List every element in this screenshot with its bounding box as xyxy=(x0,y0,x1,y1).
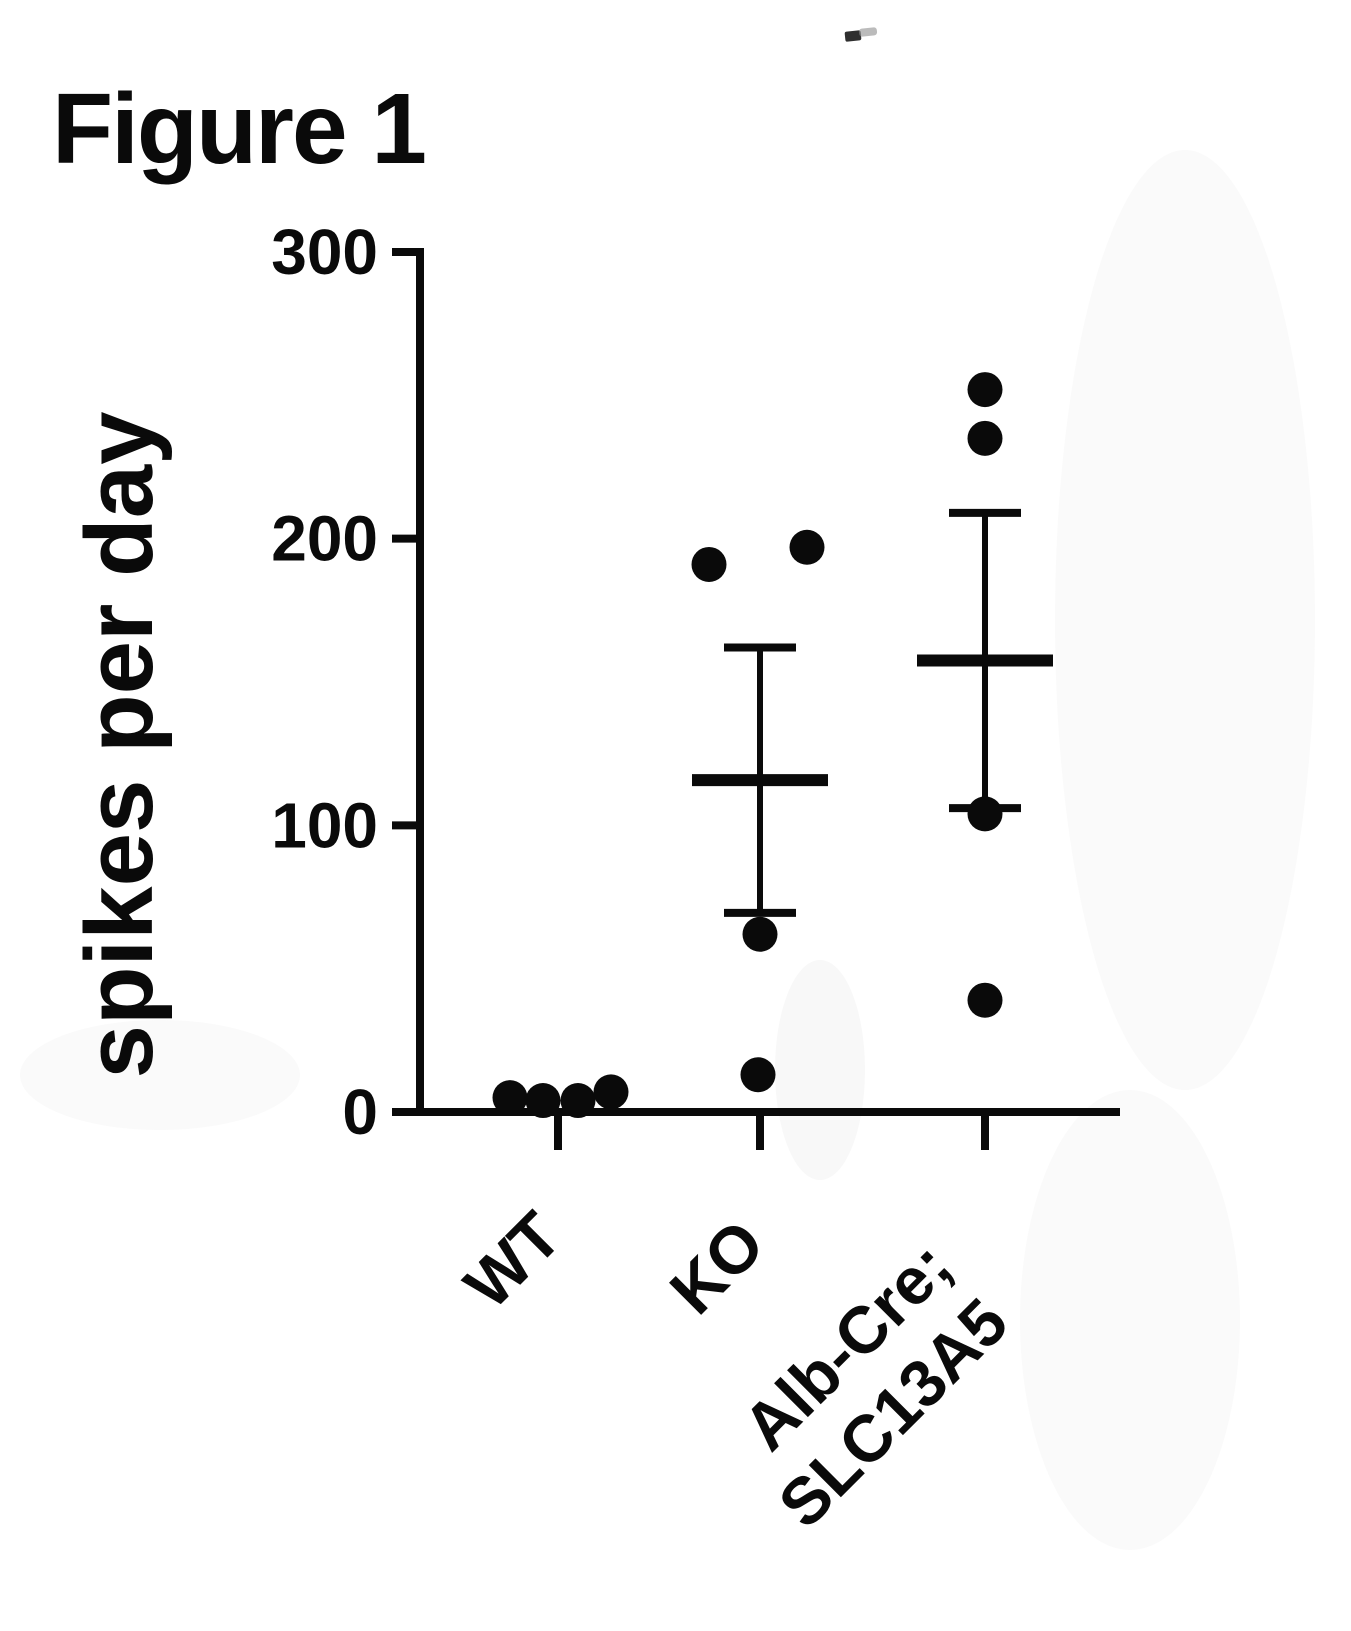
y-tick-label: 200 xyxy=(271,503,378,575)
scan-shade-blob xyxy=(1020,1090,1240,1550)
data-point xyxy=(492,1080,528,1116)
y-tick-label: 0 xyxy=(342,1076,378,1148)
data-point xyxy=(525,1083,561,1119)
axes-layer: 0 100 200 300 xyxy=(271,216,1120,1150)
x-group-label-line: WT xyxy=(450,1198,575,1323)
y-axis-title: spikes per day xyxy=(66,411,173,1078)
data-point xyxy=(740,1057,776,1093)
scan-artifact-dark xyxy=(844,30,862,42)
scan-shading xyxy=(20,150,1315,1550)
data-point xyxy=(967,796,1003,832)
x-group-label: KO xyxy=(656,1206,778,1328)
error-bars-layer xyxy=(692,508,1053,917)
data-point xyxy=(560,1083,596,1119)
data-point xyxy=(967,982,1003,1018)
figure-heading: Figure 1 xyxy=(52,73,425,185)
x-group-label-line: KO xyxy=(656,1206,778,1328)
scan-shade-blob xyxy=(1055,150,1315,1090)
data-point xyxy=(967,420,1003,456)
data-point xyxy=(742,916,778,952)
data-point xyxy=(593,1074,629,1110)
scan-shade-blob xyxy=(775,960,865,1180)
scan-artifact-mark xyxy=(844,27,878,42)
scan-shade-blob xyxy=(20,1020,300,1130)
data-point xyxy=(967,372,1003,408)
y-tick-label: 300 xyxy=(271,216,378,288)
points-layer xyxy=(492,372,1003,1119)
scan-artifact-gray xyxy=(858,27,878,37)
data-point xyxy=(691,546,727,582)
data-point xyxy=(789,529,825,565)
x-group-label: WT xyxy=(450,1198,575,1323)
y-tick-label: 100 xyxy=(271,789,378,861)
